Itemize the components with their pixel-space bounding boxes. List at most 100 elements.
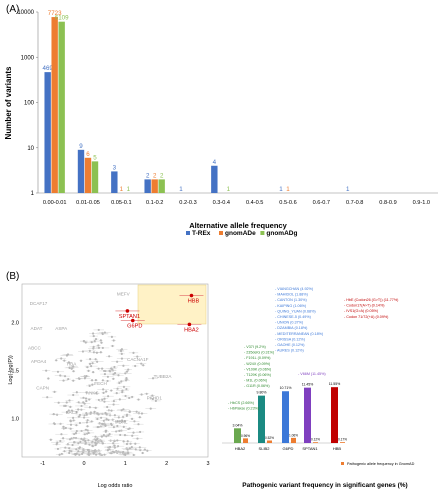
gray-point — [124, 394, 127, 398]
gray-point — [132, 453, 135, 457]
gray-point — [130, 446, 133, 449]
sig-annotation: - CHINESE-5 (0.49%) — [275, 315, 311, 319]
gray-point — [113, 365, 116, 369]
gray-point — [94, 439, 98, 442]
bar-value-label: 5 — [93, 154, 97, 161]
gray-point — [72, 416, 75, 419]
bar-gnomadg — [91, 161, 99, 193]
gray-point — [122, 425, 125, 428]
gray-point — [128, 410, 131, 414]
gray-point — [67, 361, 70, 364]
legend-swatch — [219, 231, 223, 235]
sig-bar-value: 11.55% — [329, 382, 341, 386]
gray-point — [57, 401, 60, 404]
gray-point — [85, 399, 88, 403]
gray-point — [120, 429, 123, 432]
gray-point — [77, 401, 80, 404]
gray-point — [78, 453, 81, 456]
volcano-xlabel: Log odds ratio — [98, 483, 133, 489]
gray-point — [137, 423, 140, 426]
gray-point — [94, 358, 97, 361]
gray-point — [112, 442, 115, 445]
gray-point — [101, 331, 104, 335]
gray-point — [86, 419, 89, 422]
gray-point — [90, 441, 94, 444]
gray-point — [117, 374, 120, 377]
bar-value-label: 1 — [279, 186, 283, 193]
bar-value-label: 2 — [160, 172, 164, 179]
gray-point — [96, 425, 99, 429]
sig-annotation: - W24X (0.09%) — [244, 362, 270, 366]
bar-trex — [144, 179, 151, 193]
x-tick-label: 0.5-0.6 — [279, 200, 296, 206]
gray-point — [138, 446, 141, 449]
gray-point — [133, 420, 136, 423]
gray-point — [82, 340, 85, 343]
gray-point — [62, 425, 65, 428]
gray-point — [123, 434, 127, 437]
bar-value-label: 9 — [79, 143, 83, 150]
gray-point — [87, 453, 90, 456]
gray-point — [91, 362, 94, 365]
gray-point — [118, 398, 121, 401]
bar-value-label: 2 — [153, 172, 157, 179]
gray-point — [110, 389, 113, 392]
gray-point — [102, 433, 105, 437]
gray-point — [120, 357, 124, 360]
gray-point — [107, 409, 110, 412]
gray-point — [122, 364, 125, 367]
highlight-label: G6PD — [127, 324, 142, 330]
sig-annotation: - Codon17(A>T) (0.14%) — [344, 304, 384, 308]
gray-point — [79, 440, 82, 444]
bar-value-label: 2 — [146, 172, 150, 179]
sig-annotation: - V109K (0.06%) — [244, 367, 271, 371]
sig-gene-label: SPTAN1 — [302, 446, 318, 451]
gray-point — [118, 429, 121, 432]
gray-point — [134, 364, 137, 368]
gray-point — [93, 340, 96, 343]
volcano-x-tick: 3 — [206, 461, 209, 467]
gray-point — [151, 394, 154, 397]
gray-point — [69, 405, 72, 408]
legend-swatch — [260, 231, 265, 235]
sig-gnomad-bar — [340, 442, 345, 443]
gray-point — [113, 414, 116, 417]
gray-point — [110, 409, 113, 412]
gray-point — [108, 433, 111, 436]
gray-point — [79, 359, 83, 362]
sig-bar-value: 10.71% — [280, 386, 292, 390]
legend-label: T-REx — [192, 230, 211, 237]
sig-annotation: - V66M (11.45%) — [298, 372, 326, 376]
gray-point — [78, 421, 82, 425]
gray-point — [140, 362, 143, 365]
gray-point — [125, 377, 128, 380]
gray-point — [108, 355, 111, 358]
x-tick-label: 0.8-0.9 — [379, 200, 396, 206]
gray-point — [93, 410, 96, 413]
gray-point — [120, 352, 123, 355]
gray-point — [47, 377, 50, 380]
gray-point — [88, 443, 91, 446]
gray-point — [89, 358, 92, 361]
bar-value-label: 1 — [286, 186, 290, 193]
gray-point — [73, 441, 76, 444]
sig-annotation: - 235delG (0.31%) — [244, 351, 274, 355]
sig-gnomad-value: 0.52% — [265, 436, 274, 440]
sig-gnomad-bar — [313, 442, 318, 443]
gray-point — [112, 339, 115, 342]
gray-point — [94, 435, 97, 438]
gray-point — [108, 448, 111, 451]
gray-point — [94, 337, 98, 341]
gray-point — [62, 379, 65, 382]
bar-value-label: 1 — [227, 186, 231, 193]
highlight-point — [187, 322, 192, 327]
sig-bar — [234, 428, 241, 443]
gray-point — [101, 442, 105, 445]
gray-point — [97, 328, 100, 332]
gray-point — [122, 385, 126, 388]
gray-point — [104, 424, 107, 427]
gray-point — [92, 334, 95, 338]
gray-point — [112, 426, 115, 429]
y-tick-label: 1000 — [21, 55, 35, 61]
gray-point — [86, 366, 89, 369]
